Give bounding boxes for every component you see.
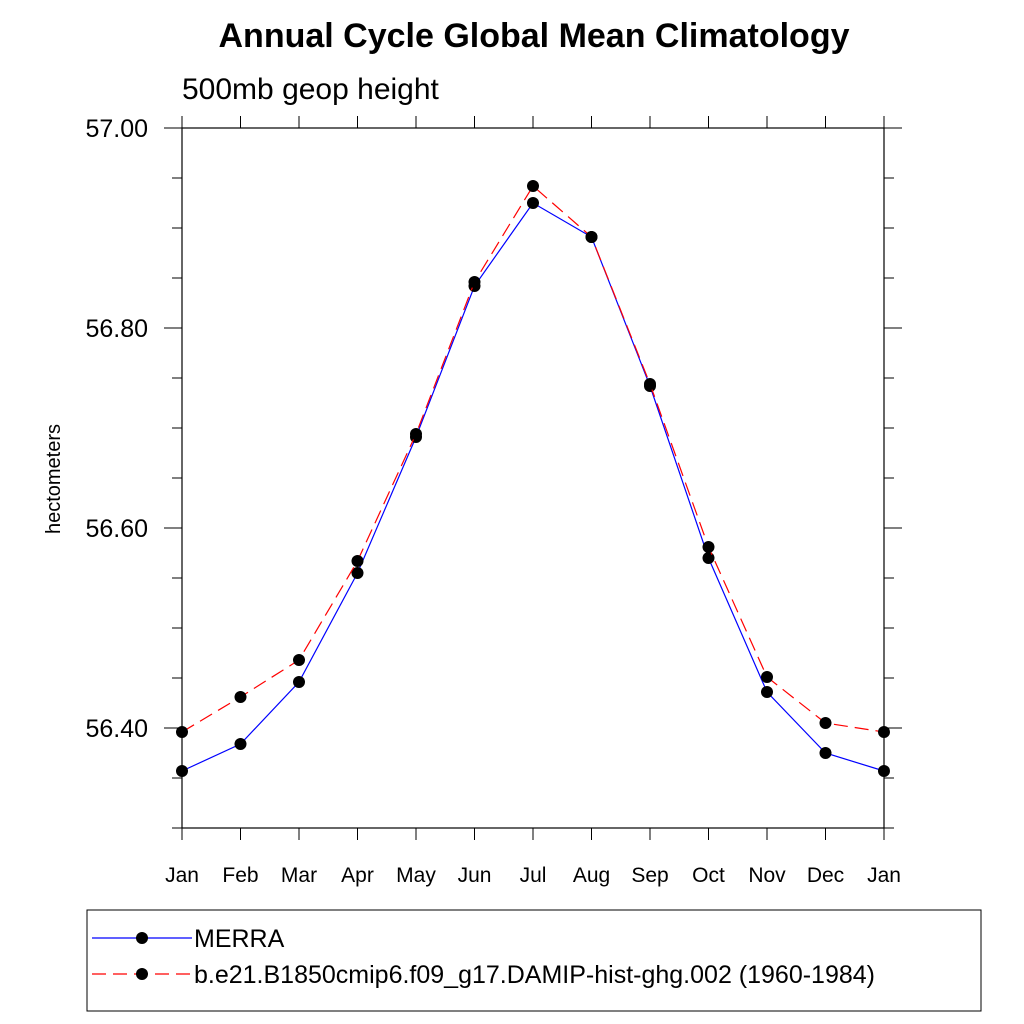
- data-point: [702, 552, 715, 564]
- data-point: [761, 671, 773, 683]
- x-tick-label: Jan: [165, 864, 199, 887]
- chart-title: Annual Cycle Global Mean Climatology: [219, 17, 850, 55]
- x-tick-label: Jun: [458, 864, 492, 887]
- legend-label: b.e21.B1850cmip6.f09_g17.DAMIP-hist-ghg.…: [194, 961, 875, 989]
- data-point: [234, 691, 247, 703]
- data-point: [410, 428, 422, 440]
- x-tick-label: Mar: [281, 864, 317, 887]
- x-tick-label: Jul: [520, 864, 547, 887]
- axes: Jan Feb Mar Apr May Jun Jul Aug Sep Oct Nov Dec Jan 5…: [85, 115, 902, 887]
- data-point: [819, 747, 832, 759]
- data-point: [234, 738, 247, 750]
- plot-frame: [181, 127, 885, 829]
- x-tick-label: Oct: [692, 864, 725, 887]
- legend-marker: [136, 932, 148, 944]
- y-tick-label: 56.40: [85, 715, 148, 743]
- data-point: [819, 717, 832, 729]
- data-point: [293, 654, 305, 666]
- x-tick-label: Apr: [341, 864, 374, 887]
- data-point: [176, 765, 188, 777]
- x-tick-label: Dec: [807, 864, 844, 887]
- data-point: [527, 180, 539, 192]
- legend-marker: [136, 968, 148, 980]
- legend: MERRA b.e21.B1850cmip6.f09_g17.DAMIP-hist…: [86, 909, 982, 1012]
- x-tick-label: Feb: [222, 864, 258, 887]
- x-tick-label: Nov: [748, 864, 786, 887]
- y-tick-label: 56.80: [85, 315, 148, 343]
- data-point: [878, 726, 890, 738]
- data-point: [702, 541, 715, 553]
- data-point: [585, 231, 598, 243]
- series-layer: [176, 180, 890, 777]
- data-point: [527, 197, 539, 209]
- data-point: [293, 676, 305, 688]
- legend-box: [86, 909, 982, 1012]
- data-point: [878, 765, 890, 777]
- y-tick-label: 56.60: [85, 515, 148, 543]
- series-line: [181, 202, 885, 772]
- data-point: [351, 567, 364, 579]
- y-axis-label: hectometers: [43, 424, 65, 534]
- chart-subtitle: 500mb geop height: [182, 73, 440, 106]
- series-line: [181, 185, 885, 733]
- x-tick-label: May: [396, 864, 436, 887]
- series-group: [176, 180, 890, 738]
- data-point: [351, 555, 364, 567]
- data-point: [176, 726, 188, 738]
- x-tick-label: Sep: [631, 864, 668, 887]
- x-tick-label: Aug: [573, 864, 610, 887]
- data-point: [761, 686, 773, 698]
- legend-label: MERRA: [194, 925, 285, 953]
- data-point: [468, 276, 481, 288]
- y-tick-label: 57.00: [85, 115, 148, 143]
- x-tick-label: Jan: [867, 864, 901, 887]
- data-point: [644, 378, 656, 390]
